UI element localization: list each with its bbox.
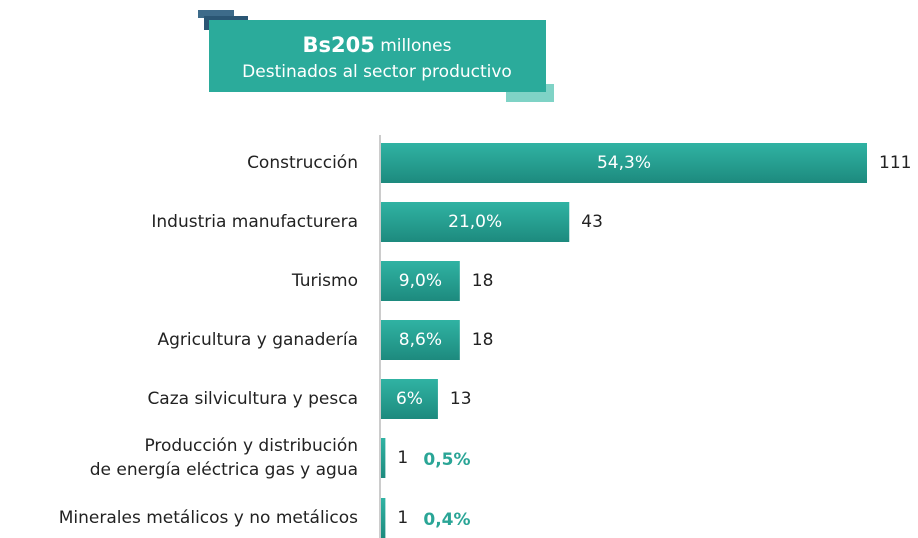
share-label: 6% <box>396 389 423 409</box>
title-unit: millones <box>380 36 451 56</box>
share-label: 54,3% <box>597 153 651 173</box>
decoration <box>198 10 234 18</box>
value-label: 111 <box>879 153 911 173</box>
title-amount: Bs205 <box>303 33 375 57</box>
value-label: 1 <box>397 508 408 528</box>
share-label: 0,4% <box>423 510 470 530</box>
bar <box>381 438 386 478</box>
header-box <box>209 20 546 92</box>
share-label: 9,0% <box>399 271 442 291</box>
bar <box>381 320 460 360</box>
category-label: Construcción <box>247 153 358 173</box>
header: Bs205 millones Destinados al sector prod… <box>198 10 554 102</box>
category-label: Minerales metálicos y no metálicos <box>59 508 358 528</box>
bar <box>381 261 460 301</box>
category-label: Agricultura y ganadería <box>158 330 358 350</box>
bar <box>381 379 438 419</box>
bar <box>381 498 386 538</box>
subtitle: Destinados al sector productivo <box>242 62 512 82</box>
category-label: Caza silvicultura y pesca <box>147 389 358 409</box>
value-label: 1 <box>397 448 408 468</box>
share-label: 21,0% <box>448 212 502 232</box>
category-label: Producción y distribución <box>144 436 358 456</box>
header-title: Bs205 millones <box>303 33 452 57</box>
bar <box>381 202 570 242</box>
value-label: 18 <box>472 330 494 350</box>
value-label: 18 <box>472 271 494 291</box>
category-label: Industria manufacturera <box>151 212 358 232</box>
share-label: 0,5% <box>423 450 470 470</box>
value-label: 43 <box>581 212 603 232</box>
category-label: Turismo <box>291 271 358 291</box>
value-label: 13 <box>450 389 472 409</box>
share-label: 8,6% <box>399 330 442 350</box>
bar <box>381 143 867 183</box>
category-label: de energía eléctrica gas y agua <box>90 460 358 480</box>
